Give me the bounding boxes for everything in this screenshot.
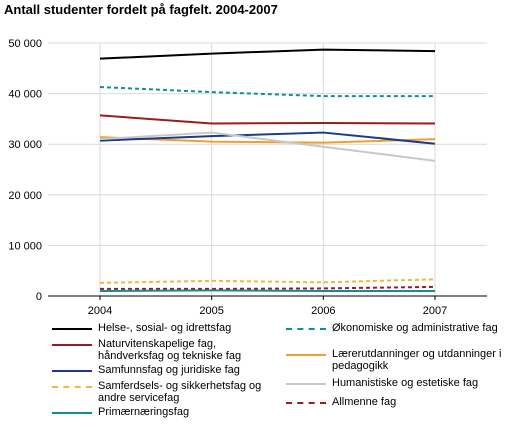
x-tick-label: 2004 xyxy=(88,305,112,317)
legend-item: Lærerutdanninger og utdanninger i pedago… xyxy=(286,348,508,372)
series-line xyxy=(100,285,436,290)
axes xyxy=(48,295,487,300)
legend-swatch xyxy=(52,328,92,330)
legend-swatch xyxy=(286,402,326,404)
series-line xyxy=(99,131,436,145)
legend-label: Helse-, sosial- og idrettsfag xyxy=(98,322,232,334)
legend-item: Helse-, sosial- og idrettsfag xyxy=(52,322,282,334)
legend-swatch xyxy=(52,412,92,414)
legend-swatch xyxy=(52,386,92,388)
legend-item: Samferdsels- og sikkerhetsfag og andre s… xyxy=(52,380,282,404)
legend-item: Økonomiske og administrative fag xyxy=(286,322,508,334)
y-tick-label: 0 xyxy=(36,291,42,303)
series-line xyxy=(99,131,436,162)
legend-label: Allmenne fag xyxy=(332,396,397,408)
legend-label: Økonomiske og administrative fag xyxy=(332,322,498,334)
y-tick-label: 20 000 xyxy=(8,190,42,202)
x-tick-label: 2005 xyxy=(199,305,223,317)
legend-swatch xyxy=(286,383,326,385)
y-tick-label: 30 000 xyxy=(8,139,42,151)
legend-label: Humanistiske og estetiske fag xyxy=(332,377,479,389)
x-tick-label: 2006 xyxy=(311,305,335,317)
legend-item: Samfunnsfag og juridiske fag xyxy=(52,364,282,376)
series-line xyxy=(99,48,436,60)
legend-swatch xyxy=(286,354,326,356)
legend-swatch xyxy=(52,344,92,346)
series-line xyxy=(99,278,436,284)
legend-item: Primærnæringsfag xyxy=(52,406,282,418)
y-tick-label: 50 000 xyxy=(8,38,42,50)
series-line xyxy=(99,114,436,125)
legend-item: Humanistiske og estetiske fag xyxy=(286,377,508,389)
legend-label: Samfunnsfag og juridiske fag xyxy=(98,364,240,376)
legend-item: Allmenne fag xyxy=(286,396,508,408)
y-tick-label: 40 000 xyxy=(8,89,42,101)
series-lines xyxy=(99,48,436,292)
series-line xyxy=(99,86,435,98)
legend-label: Lærerutdanninger og utdanninger i pedago… xyxy=(332,348,502,372)
tick-labels: 0 10 000 20 000 30 000 40 000 50 000 2004 2005 2… xyxy=(8,38,447,317)
grid-lines xyxy=(48,42,487,296)
legend-swatch xyxy=(286,328,326,330)
x-tick-label: 2007 xyxy=(423,305,447,317)
legend-swatch xyxy=(52,370,92,372)
chart-title: Antall studenter fordelt på fagfelt. 200… xyxy=(4,2,278,17)
legend-label: Naturvitenskapelige fag, håndverksfag og… xyxy=(98,338,242,362)
series-line xyxy=(99,289,435,292)
series-line xyxy=(99,136,436,144)
legend-label: Samferdsels- og sikkerhetsfag og andre s… xyxy=(98,380,262,404)
y-tick-label: 10 000 xyxy=(8,240,42,252)
legend-label: Primærnæringsfag xyxy=(98,406,190,418)
legend-item: Naturvitenskapelige fag, håndverksfag og… xyxy=(52,338,282,362)
